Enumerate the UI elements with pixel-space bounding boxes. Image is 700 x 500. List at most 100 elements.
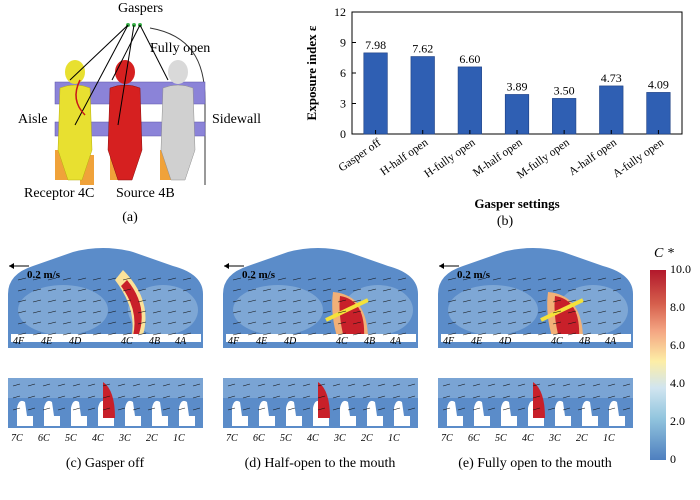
bar-value-label: 6.60 xyxy=(459,52,480,66)
y-tick-label: 6 xyxy=(340,66,346,80)
panel-a-caption: (a) xyxy=(122,210,138,225)
category-label: H-fully open xyxy=(422,136,477,180)
seat-silhouette xyxy=(71,400,87,426)
seat-label: 4A xyxy=(175,336,187,347)
seat-label: 4B xyxy=(579,336,590,347)
cfd-panels: 4F 4E 4D 4C 4B 4A 0.2 m/s 7C 6C 5C 4C 3C 2C 1C (c) Gas… xyxy=(0,240,650,500)
seat-silhouette xyxy=(394,400,410,426)
colorbar-tick-label: 4.0 xyxy=(670,376,685,390)
seat-silhouette xyxy=(367,400,383,426)
seat-label: 4F xyxy=(443,336,455,347)
y-tick-label: 12 xyxy=(334,5,346,19)
row-label: 6C xyxy=(38,433,50,444)
receptor-label: Receptor 4C xyxy=(24,186,95,201)
seat-silhouette xyxy=(44,400,60,426)
bar xyxy=(504,94,530,135)
seat-label: 4A xyxy=(605,336,617,347)
colorbar-title: C * xyxy=(654,246,674,261)
y-axis-label: Exposure index ε xyxy=(304,25,319,120)
aisle-label: Aisle xyxy=(18,112,48,127)
seat-label: 4B xyxy=(149,336,160,347)
seat-label: 4C xyxy=(121,336,133,347)
x-axis-label: Gasper settings xyxy=(474,196,559,211)
source-label: Source 4B xyxy=(116,186,175,201)
bar-value-label: 3.89 xyxy=(507,79,528,93)
colorbar-tick-label: 8.0 xyxy=(670,300,685,314)
row-label: 3C xyxy=(118,433,131,444)
velocity-scale-label: 0.2 m/s xyxy=(457,269,491,281)
seat-silhouette xyxy=(179,400,195,426)
row-label: 7C xyxy=(11,433,23,444)
category-label: Gasper off xyxy=(337,137,384,175)
cfd-panel-caption: (c) Gasper off xyxy=(66,456,145,471)
bar xyxy=(410,56,435,135)
category-label: A-fully open xyxy=(611,136,666,180)
panel-b-caption: (b) xyxy=(496,214,514,229)
seat-label: 4D xyxy=(284,336,297,347)
y-tick-label: 9 xyxy=(340,36,346,50)
seat-silhouette xyxy=(125,400,141,426)
velocity-scale-label: 0.2 m/s xyxy=(242,269,276,281)
seat-silhouette xyxy=(340,400,356,426)
panel-a: Gaspers Fully open Aisle Sidewall Recept… xyxy=(0,0,261,240)
seat-label: 4E xyxy=(41,336,52,347)
y-tick-label: 0 xyxy=(340,127,346,141)
seat-label: 4B xyxy=(364,336,375,347)
row-label: 6C xyxy=(253,433,265,444)
colorbar-tick-label: 6.0 xyxy=(670,338,685,352)
seat-row xyxy=(11,334,201,342)
seat-silhouette xyxy=(259,400,275,426)
seat-silhouette xyxy=(582,400,598,426)
empty-mannequin xyxy=(160,60,196,181)
cfd-panel: 4F 4E 4D 4C 4B 4A 0.2 m/s 7C 6C 5C 4C 3C 2C 1C (d) Hal… xyxy=(223,248,418,471)
seat-label: 4C xyxy=(551,336,563,347)
cfd-panel: 4F 4E 4D 4C 4B 4A 0.2 m/s 7C 6C 5C 4C 3C 2C 1C (e) Ful… xyxy=(438,248,633,471)
seat-silhouette xyxy=(609,400,625,426)
seat-silhouette xyxy=(474,400,490,426)
row-label: 5C xyxy=(495,433,507,444)
bar-value-label: 7.98 xyxy=(365,38,386,52)
row-label: 1C xyxy=(388,433,400,444)
bar-value-label: 7.62 xyxy=(412,42,433,56)
seat-silhouette xyxy=(555,400,571,426)
row-label: 4C xyxy=(307,433,319,444)
row-label: 6C xyxy=(468,433,480,444)
seat-silhouette xyxy=(152,400,168,426)
row-label: 5C xyxy=(65,433,77,444)
row-label: 3C xyxy=(333,433,346,444)
seat-row xyxy=(441,334,631,342)
seat-label: 4D xyxy=(499,336,512,347)
source-mannequin xyxy=(107,60,143,181)
seat-row xyxy=(226,334,416,342)
fully-open-label: Fully open xyxy=(150,41,211,56)
velocity-scale-label: 0.2 m/s xyxy=(27,269,61,281)
seat-label: 4A xyxy=(390,336,402,347)
seat-label: 4E xyxy=(471,336,482,347)
gasper-jet xyxy=(325,298,369,322)
y-tick-label: 3 xyxy=(340,97,346,111)
row-label: 7C xyxy=(226,433,238,444)
seat-silhouette xyxy=(447,400,463,426)
cfd-panel-caption: (e) Fully open to the mouth xyxy=(458,456,612,471)
row-label: 4C xyxy=(522,433,534,444)
colorbar: C * 10.0 8.0 6.0 4.0 2.0 0 xyxy=(640,246,700,476)
bar xyxy=(646,92,671,135)
panel-b: 0 3 6 9 12 7.98 Gasper off 7.62 H-half open 6.60 H… xyxy=(300,0,700,240)
bar-value-label: 3.50 xyxy=(554,83,575,97)
seat-label: 4E xyxy=(256,336,267,347)
row-label: 5C xyxy=(280,433,292,444)
row-label: 1C xyxy=(173,433,185,444)
cabin-seating-illustration xyxy=(54,23,206,185)
seat-silhouette xyxy=(232,400,248,426)
row-label: 2C xyxy=(146,433,158,444)
category-label: M-fully open xyxy=(515,136,572,181)
row-label: 1C xyxy=(603,433,615,444)
row-label: 7C xyxy=(441,433,453,444)
cfd-panel-caption: (d) Half-open to the mouth xyxy=(245,456,396,471)
gasper-jet xyxy=(540,298,584,322)
bar xyxy=(457,66,482,135)
colorbar-gradient xyxy=(650,270,666,460)
row-label: 4C xyxy=(92,433,104,444)
colorbar-tick-label: 10.0 xyxy=(670,262,691,276)
bar-value-label: 4.73 xyxy=(601,71,622,85)
